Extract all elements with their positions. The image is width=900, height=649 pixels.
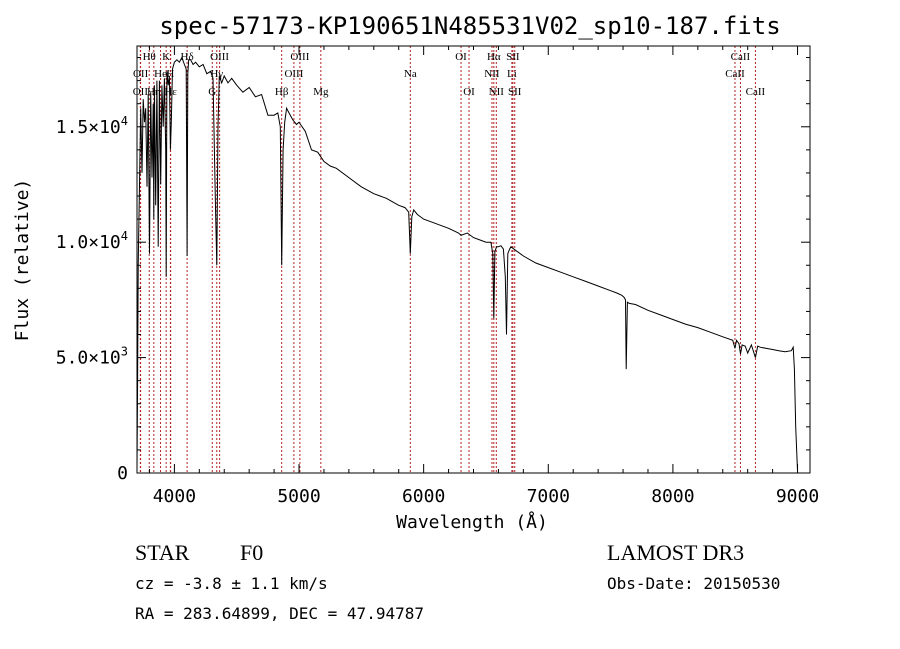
line-marker-label: SII bbox=[508, 86, 522, 98]
obs-date: Obs-Date: 20150530 bbox=[607, 574, 781, 593]
line-marker-label: OI bbox=[463, 86, 475, 98]
plot-frame bbox=[136, 45, 811, 474]
y-axis-ticks: 0 5.0×103 1.0×104 1.5×104 bbox=[56, 57, 810, 484]
line-marker-label: G bbox=[208, 86, 216, 98]
survey-name: LAMOST DR3 bbox=[607, 540, 745, 565]
line-marker-label: He bbox=[154, 68, 167, 80]
line-marker-label: OIII bbox=[290, 51, 309, 63]
line-marker-label: Mg bbox=[313, 86, 329, 98]
line-marker-label: Hθ bbox=[143, 51, 156, 63]
line-marker-label: Hγ bbox=[210, 68, 223, 80]
line-marker-label: Li bbox=[507, 68, 517, 80]
line-marker-label: Hβ bbox=[275, 86, 289, 98]
y-axis-label: Flux (relative) bbox=[12, 179, 33, 342]
line-marker-label: NII bbox=[489, 86, 505, 98]
spectrum-line bbox=[136, 56, 798, 471]
line-marker-label: CaII bbox=[731, 51, 751, 63]
y-tick-label: 1.5×104 bbox=[56, 114, 128, 138]
line-marker-labels: OIIOIIHθHηHeKHHεHδGHγOIIIHβOIIIOIIIMgNaO… bbox=[133, 51, 766, 98]
x-tick-label: 5000 bbox=[277, 486, 320, 507]
line-marker-label: Na bbox=[404, 68, 417, 80]
line-marker-label: CaII bbox=[725, 68, 745, 80]
coordinates-text: RA = 283.64899, DEC = 47.94787 bbox=[135, 604, 424, 623]
line-marker-label: OI bbox=[455, 51, 467, 63]
object-subclass: F0 bbox=[240, 540, 264, 565]
x-tick-label: 7000 bbox=[527, 486, 570, 507]
line-marker-label: H bbox=[166, 68, 174, 80]
y-tick-label: 5.0×103 bbox=[56, 345, 128, 369]
y-tick-label: 1.0×104 bbox=[56, 229, 128, 253]
redshift-text: cz = -3.8 ± 1.1 km/s bbox=[135, 574, 328, 593]
line-marker-label: SII bbox=[506, 51, 520, 63]
line-markers bbox=[139, 46, 756, 473]
x-tick-label: 4000 bbox=[153, 486, 196, 507]
line-marker-label: OIII bbox=[284, 68, 303, 80]
x-tick-label: 8000 bbox=[651, 486, 694, 507]
x-axis-ticks: 4000 5000 6000 7000 8000 9000 bbox=[148, 46, 819, 507]
y-tick-label: 0 bbox=[117, 463, 128, 484]
x-tick-label: 9000 bbox=[776, 486, 819, 507]
x-axis-label: Wavelength (Å) bbox=[396, 511, 548, 533]
chart-title: spec-57173-KP190651N485531V02_sp10-187.f… bbox=[159, 12, 780, 40]
object-class: STAR bbox=[135, 540, 190, 565]
line-marker-label: OII bbox=[133, 68, 149, 80]
line-marker-label: OIII bbox=[210, 51, 229, 63]
x-tick-label: 6000 bbox=[402, 486, 445, 507]
line-marker-label: K bbox=[162, 51, 170, 63]
line-marker-label: Hα bbox=[487, 51, 501, 63]
line-marker-label: NII bbox=[484, 68, 500, 80]
line-marker-label: CaII bbox=[746, 86, 766, 98]
line-marker-label: Hε bbox=[164, 86, 177, 98]
